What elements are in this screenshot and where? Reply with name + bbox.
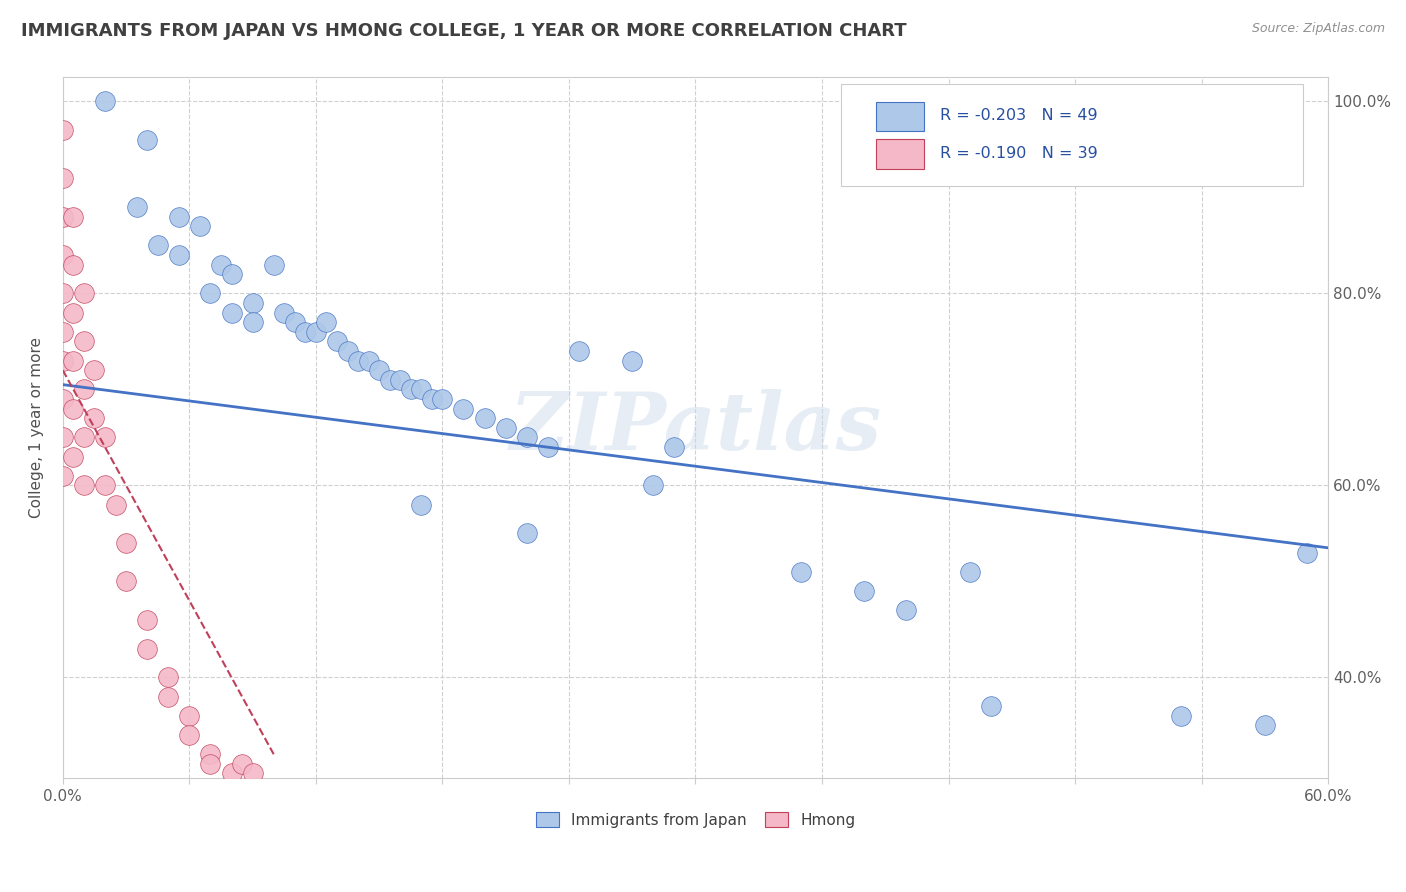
Point — [516, 430, 538, 444]
Point — [568, 344, 591, 359]
Point — [537, 440, 560, 454]
Point — [368, 363, 391, 377]
Point — [115, 574, 138, 589]
Point — [52, 248, 75, 262]
Point — [73, 334, 96, 349]
Point — [62, 353, 84, 368]
Point — [167, 210, 190, 224]
Point — [411, 498, 433, 512]
Point — [125, 200, 148, 214]
Point — [52, 210, 75, 224]
Point — [94, 430, 117, 444]
Point — [179, 728, 201, 742]
Point — [896, 603, 918, 617]
FancyBboxPatch shape — [841, 85, 1303, 186]
Point — [167, 248, 190, 262]
Point — [263, 258, 285, 272]
Point — [357, 353, 380, 368]
Text: IMMIGRANTS FROM JAPAN VS HMONG COLLEGE, 1 YEAR OR MORE CORRELATION CHART: IMMIGRANTS FROM JAPAN VS HMONG COLLEGE, … — [21, 22, 907, 40]
Point — [73, 286, 96, 301]
Point — [495, 421, 517, 435]
Point — [157, 670, 180, 684]
Point — [474, 411, 496, 425]
Point — [389, 373, 412, 387]
Point — [242, 315, 264, 329]
Point — [200, 747, 222, 762]
Point — [73, 383, 96, 397]
Point — [52, 430, 75, 444]
Point — [52, 392, 75, 406]
Point — [200, 756, 222, 771]
Text: R = -0.203   N = 49: R = -0.203 N = 49 — [939, 109, 1097, 123]
Text: ZIPatlas: ZIPatlas — [509, 389, 882, 467]
Point — [52, 286, 75, 301]
Point — [146, 238, 169, 252]
Point — [453, 401, 475, 416]
Point — [188, 219, 211, 234]
Point — [242, 296, 264, 310]
Point — [221, 267, 243, 281]
Bar — [876, 102, 925, 131]
Text: Source: ZipAtlas.com: Source: ZipAtlas.com — [1251, 22, 1385, 36]
Point — [73, 430, 96, 444]
Point — [347, 353, 370, 368]
Point — [200, 286, 222, 301]
Point — [516, 526, 538, 541]
Point — [94, 478, 117, 492]
Point — [179, 708, 201, 723]
Point — [980, 699, 1002, 714]
Point — [959, 565, 981, 579]
Point — [664, 440, 686, 454]
Point — [621, 353, 644, 368]
Point — [790, 565, 813, 579]
Point — [294, 325, 316, 339]
Point — [83, 363, 105, 377]
Point — [378, 373, 401, 387]
Point — [52, 468, 75, 483]
Point — [62, 401, 84, 416]
Point — [136, 641, 159, 656]
Point — [52, 123, 75, 137]
Point — [209, 258, 232, 272]
Point — [315, 315, 337, 329]
Point — [62, 450, 84, 464]
Text: R = -0.190   N = 39: R = -0.190 N = 39 — [939, 145, 1098, 161]
Point — [242, 766, 264, 780]
Point — [643, 478, 665, 492]
Point — [853, 584, 876, 599]
Point — [94, 95, 117, 109]
Point — [336, 344, 359, 359]
Point — [399, 383, 422, 397]
Y-axis label: College, 1 year or more: College, 1 year or more — [30, 337, 44, 518]
Bar — [876, 139, 925, 169]
Point — [136, 613, 159, 627]
Legend: Immigrants from Japan, Hmong: Immigrants from Japan, Hmong — [530, 805, 862, 834]
Point — [104, 498, 127, 512]
Point — [411, 383, 433, 397]
Point — [221, 766, 243, 780]
Point — [136, 133, 159, 147]
Point — [284, 315, 307, 329]
Point — [420, 392, 443, 406]
Point — [73, 478, 96, 492]
Point — [273, 305, 295, 319]
Point — [221, 305, 243, 319]
Point — [231, 756, 253, 771]
Point — [83, 411, 105, 425]
Point — [62, 305, 84, 319]
Point — [305, 325, 328, 339]
Point — [115, 536, 138, 550]
Point — [52, 171, 75, 186]
Point — [52, 353, 75, 368]
Point — [326, 334, 349, 349]
Point — [62, 258, 84, 272]
Point — [1170, 708, 1192, 723]
Point — [62, 210, 84, 224]
Point — [1296, 546, 1319, 560]
Point — [1254, 718, 1277, 732]
Point — [52, 325, 75, 339]
Point — [432, 392, 454, 406]
Point — [157, 690, 180, 704]
